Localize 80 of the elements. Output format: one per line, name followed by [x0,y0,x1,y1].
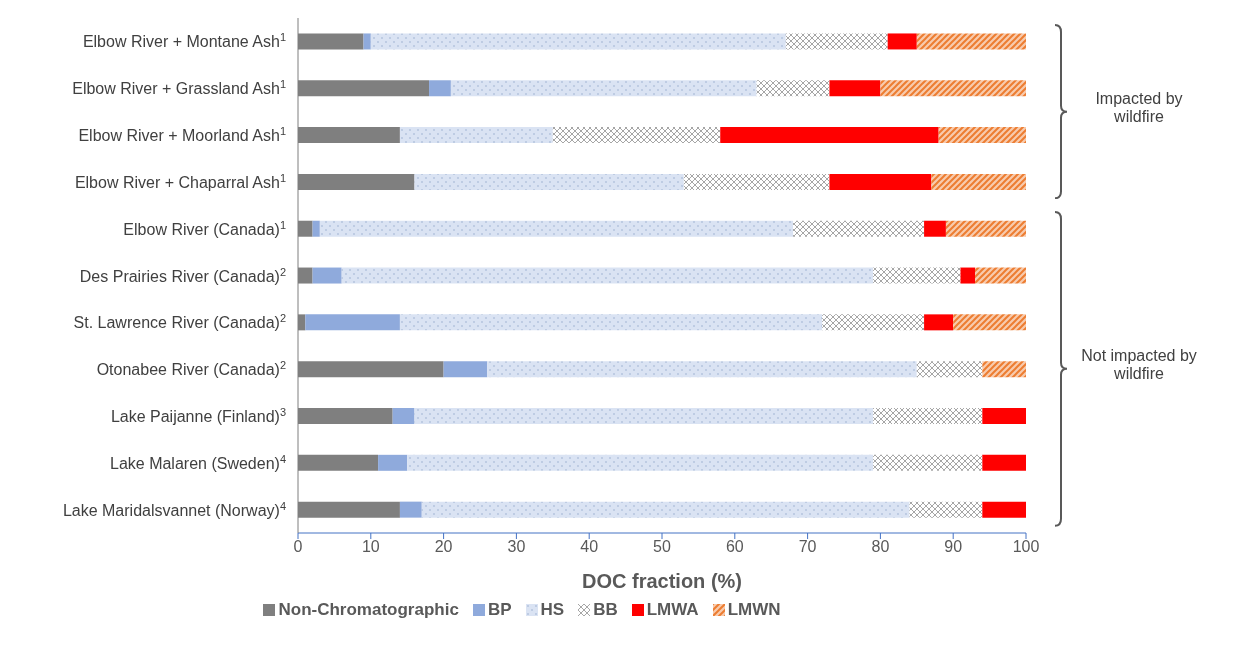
bar [931,173,1026,190]
legend-label: LMWA [645,600,699,620]
bar [793,220,925,237]
bar [341,267,874,284]
x-tick-label: 70 [798,538,817,556]
bar [399,127,553,144]
bar [305,314,400,331]
y-tick-label: Lake Paijanne (Finland)$^{3}$ [110,405,286,425]
bar [407,454,874,471]
x-tick-label: 0 [293,538,303,556]
bar [414,408,874,424]
bar [938,127,1026,144]
x-tick-label: 20 [434,538,453,556]
bar [443,361,488,378]
legend-label: BB [592,600,618,620]
text: Impacted by wildfire [1094,89,1184,126]
y-tick-label: Lake Maridalsvannet (Norway)$^{4}$ [62,499,286,519]
bar [785,33,888,50]
bar [887,33,917,50]
bar [414,173,684,190]
bar [916,33,1026,50]
bar [953,314,1026,331]
bar [873,408,983,424]
bar [421,501,910,518]
bar [319,220,794,237]
bar [552,127,721,144]
y-tick-label: St. Lawrence River (Canada)$^{2}$ [73,312,286,332]
legend-label: Non-Chromatographic [277,600,459,620]
x-tick-label: 30 [507,538,526,556]
y-tick-label: Elbow River (Canada)$^{1}$ [123,218,286,238]
bar [370,33,786,50]
bar [392,408,415,424]
y-tick-label: Elbow River + Moorland Ash$^{1}$ [78,125,286,145]
bar [982,361,1026,378]
x-tick-label: 60 [725,538,744,556]
bar [909,501,983,518]
bar [982,501,1026,518]
bar [924,314,954,331]
x-tick-label: 100 [1012,538,1040,556]
y-tick-label: Elbow River + Grassland Ash$^{1}$ [72,78,286,98]
bar [450,80,757,97]
bar [924,220,946,237]
bar [756,80,830,97]
y-tick-label: Elbow River + Chaparral Ash$^{1}$ [74,171,286,191]
bar [873,267,961,284]
bar [960,267,976,284]
bar [378,454,408,471]
bar [945,220,1026,237]
bar [399,314,823,331]
bar [982,408,1026,424]
bar [683,173,830,190]
legend-label: LMWN [726,600,781,620]
y-tick-label: Elbow River + Montane Ash$^{1}$ [82,31,286,51]
bar [975,267,1026,284]
legend-label: BP [486,600,512,620]
y-tick-label: Lake Malaren (Sweden)$^{4}$ [110,452,286,472]
bar [363,33,371,50]
y-tick-label: Otonabee River (Canada)$^{2}$ [96,359,286,379]
bar [487,361,917,378]
bar [880,80,1026,97]
bar [829,173,932,190]
bar [399,501,422,518]
bar [916,361,983,378]
x-tick-label: 50 [653,538,671,556]
bar [312,267,342,284]
bar [873,454,983,471]
bar [312,220,320,237]
bar [429,80,451,97]
y-tick-label: Des Prairies River (Canada)$^{2}$ [79,265,286,285]
legend-label: HS [539,600,565,620]
x-tick-label: 90 [944,538,963,556]
x-tick-label: 10 [361,538,380,556]
x-tick-label: 80 [871,538,890,556]
bar [720,127,939,144]
bar [982,454,1026,471]
bar [822,314,925,331]
bar [829,80,881,97]
x-axis-title: DOC fraction (%) [582,570,742,592]
x-tick-label: 40 [580,538,599,556]
text: Not impacted by wildfire [1080,347,1198,384]
